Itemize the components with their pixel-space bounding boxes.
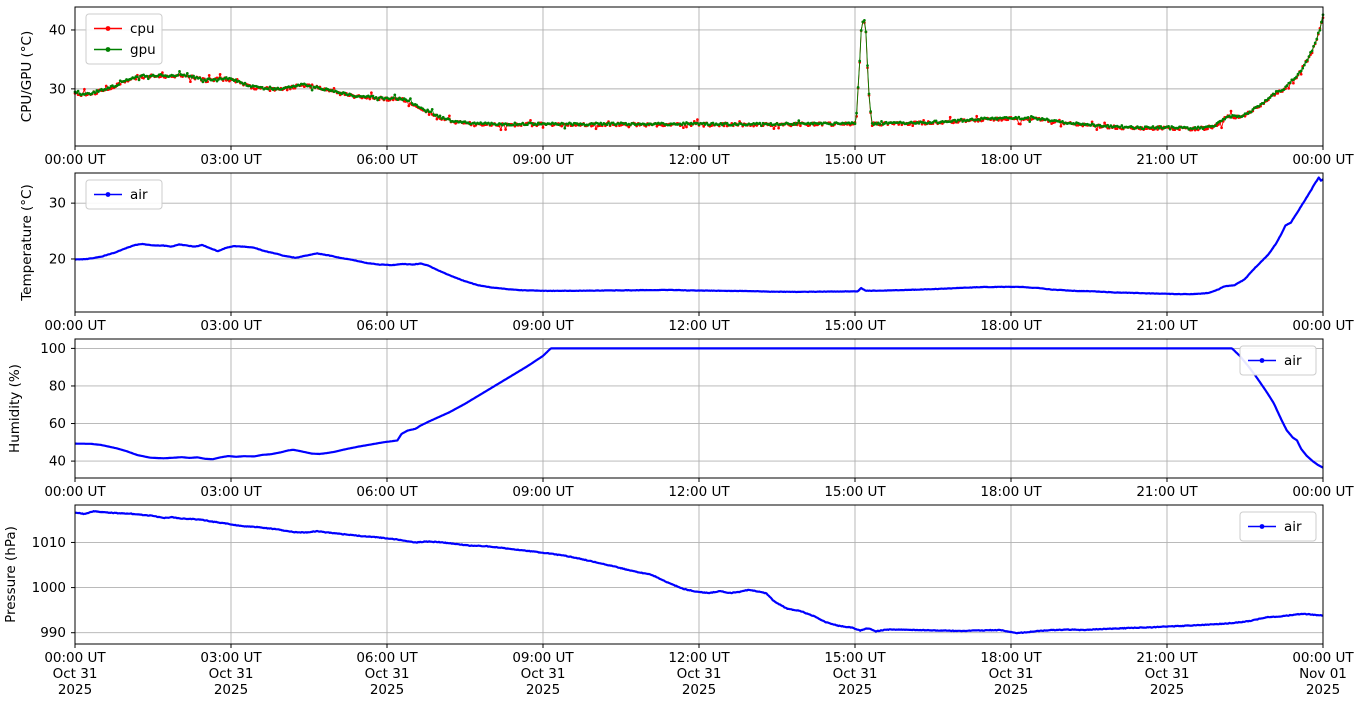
x-tick-label: 21:00 UT <box>1136 152 1198 168</box>
x-tick-label: 00:00 UT <box>44 484 106 500</box>
y-tick-label: 40 <box>49 454 66 470</box>
y-tick-label: 30 <box>49 196 66 212</box>
legend-label: gpu <box>130 42 156 58</box>
x-tick-label: 06:00 UT <box>356 152 418 168</box>
x-tick-year: 2025 <box>838 682 872 698</box>
x-tick-date: Nov 01 <box>1299 666 1347 682</box>
x-tick-label: 21:00 UT <box>1136 484 1198 500</box>
x-tick-date: Oct 31 <box>521 666 566 682</box>
x-tick-label: 03:00 UT <box>200 484 262 500</box>
y-tick-label: 40 <box>49 22 66 38</box>
legend-box <box>85 179 163 210</box>
x-tick-year: 2025 <box>370 682 404 698</box>
legend-label: air <box>1284 519 1302 535</box>
x-tick-label: 00:00 UT <box>1292 152 1354 168</box>
x-tick-label: 15:00 UT <box>824 318 886 334</box>
x-tick-year: 2025 <box>994 682 1028 698</box>
x-tick-label: 12:00 UT <box>668 318 730 334</box>
legend-box <box>1239 511 1317 542</box>
x-tick-date: Oct 31 <box>1145 666 1190 682</box>
y-tick-label: 30 <box>49 81 66 97</box>
series-line-air <box>74 510 1324 635</box>
x-tick-label: 09:00 UT <box>512 152 574 168</box>
y-axis-label: Pressure (hPa) <box>3 526 19 623</box>
x-tick-year: 2025 <box>1150 682 1184 698</box>
legend-marker-dot <box>105 26 111 31</box>
x-tick-label: 18:00 UT <box>980 484 1042 500</box>
y-axis-label: CPU/GPU (°C) <box>19 31 35 122</box>
x-tick-date: Oct 31 <box>989 666 1034 682</box>
x-tick-label: 18:00 UT <box>980 152 1042 168</box>
legend-box <box>85 13 163 65</box>
x-tick-label: 12:00 UT <box>668 152 730 168</box>
x-tick-label: 00:00 UT <box>1292 318 1354 334</box>
x-tick-year: 2025 <box>58 682 92 698</box>
x-tick-date: Oct 31 <box>209 666 254 682</box>
legend-label: cpu <box>130 21 155 37</box>
x-tick-date: Oct 31 <box>53 666 98 682</box>
y-tick-label: 100 <box>40 341 66 357</box>
legend-label: air <box>1284 353 1302 369</box>
x-tick-label: 21:00 UT <box>1136 650 1198 666</box>
x-tick-date: Oct 31 <box>833 666 878 682</box>
x-tick-label: 12:00 UT <box>668 650 730 666</box>
x-tick-label: 03:00 UT <box>200 152 262 168</box>
x-tick-label: 18:00 UT <box>980 318 1042 334</box>
x-tick-label: 06:00 UT <box>356 318 418 334</box>
legend-marker-dot <box>105 47 111 52</box>
y-tick-label: 60 <box>49 416 66 432</box>
x-tick-date: Oct 31 <box>677 666 722 682</box>
y-axis-label: Humidity (%) <box>7 364 23 453</box>
x-tick-label: 12:00 UT <box>668 484 730 500</box>
x-tick-label: 00:00 UT <box>44 650 106 666</box>
x-tick-label: 03:00 UT <box>200 650 262 666</box>
y-axis-label: Temperature (°C) <box>19 184 35 302</box>
legend-box <box>1239 345 1317 376</box>
x-tick-year: 2025 <box>214 682 248 698</box>
x-tick-label: 15:00 UT <box>824 484 886 500</box>
x-tick-year: 2025 <box>526 682 560 698</box>
legend-marker-dot <box>1259 358 1265 363</box>
x-tick-label: 21:00 UT <box>1136 318 1198 334</box>
x-tick-label: 03:00 UT <box>200 318 262 334</box>
legend-label: air <box>130 187 148 203</box>
y-tick-label: 1000 <box>32 580 66 596</box>
series-line-air <box>74 176 1324 296</box>
legend-marker-dot <box>105 192 111 197</box>
x-tick-label: 06:00 UT <box>356 484 418 500</box>
x-tick-label: 00:00 UT <box>1292 484 1354 500</box>
x-tick-date: Oct 31 <box>365 666 410 682</box>
x-tick-label: 15:00 UT <box>824 650 886 666</box>
y-tick-label: 20 <box>49 251 66 267</box>
y-tick-label: 990 <box>40 625 66 641</box>
x-tick-label: 06:00 UT <box>356 650 418 666</box>
x-tick-label: 18:00 UT <box>980 650 1042 666</box>
y-tick-label: 80 <box>49 378 66 394</box>
x-tick-label: 09:00 UT <box>512 650 574 666</box>
series-line-air <box>74 347 1324 469</box>
x-tick-label: 09:00 UT <box>512 484 574 500</box>
x-tick-year: 2025 <box>682 682 716 698</box>
x-tick-year: 2025 <box>1306 682 1340 698</box>
x-tick-label: 09:00 UT <box>512 318 574 334</box>
x-tick-label: 00:00 UT <box>1292 650 1354 666</box>
x-tick-label: 15:00 UT <box>824 152 886 168</box>
legend-marker-dot <box>1259 524 1265 529</box>
x-tick-label: 00:00 UT <box>44 318 106 334</box>
y-tick-label: 1010 <box>32 535 66 551</box>
x-tick-label: 00:00 UT <box>44 152 106 168</box>
